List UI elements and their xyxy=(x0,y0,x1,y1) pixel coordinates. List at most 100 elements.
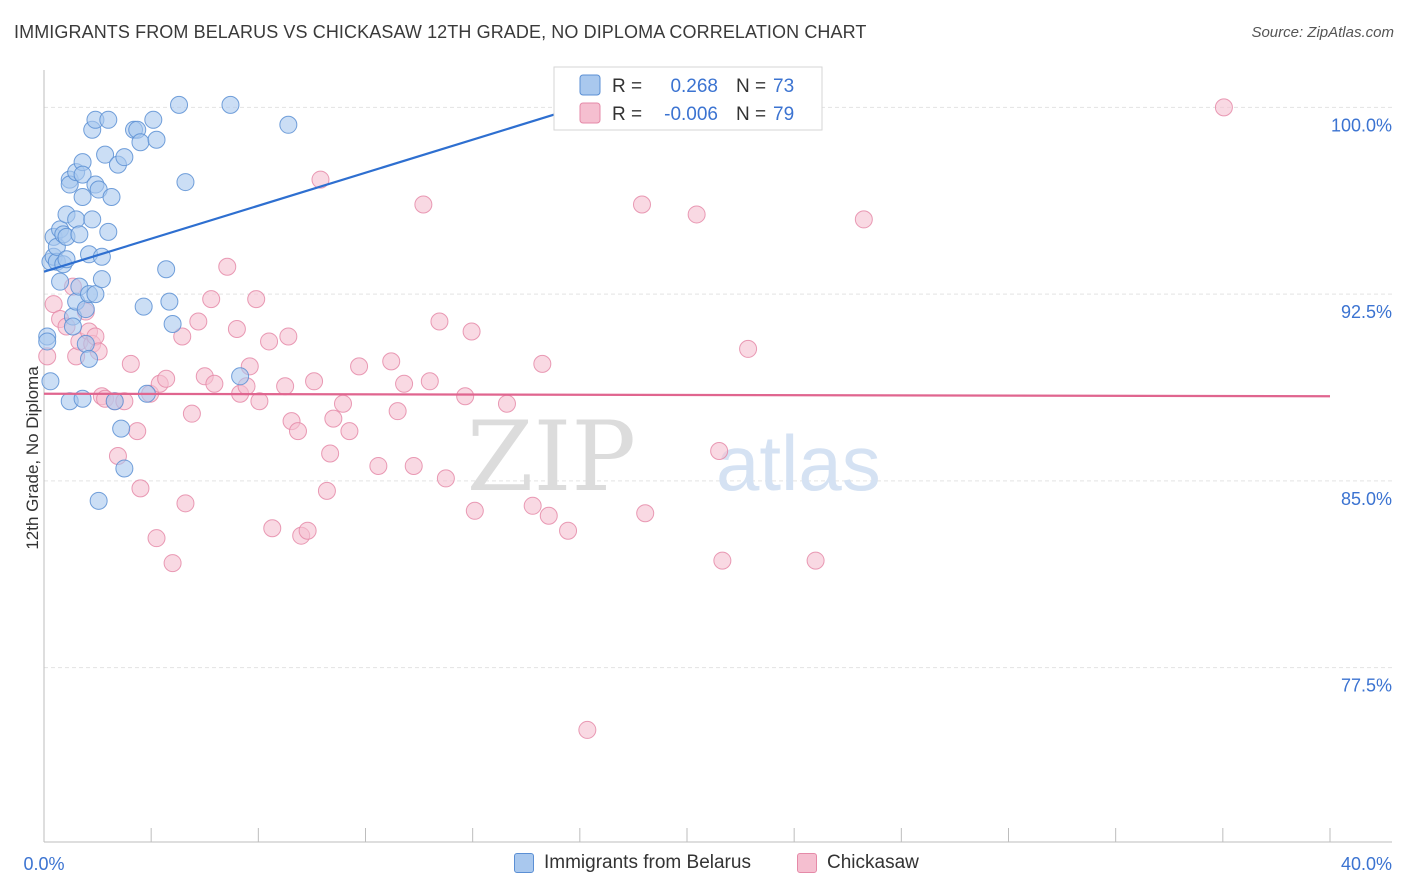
chickasaw-point xyxy=(263,519,282,538)
chickasaw-point xyxy=(44,295,63,314)
belarus-point xyxy=(70,225,89,244)
belarus-point xyxy=(99,110,118,129)
chickasaw-point xyxy=(250,392,269,411)
legend-swatch-belarus xyxy=(579,74,601,96)
chickasaw-point xyxy=(636,504,655,523)
x-tick-label-min: 0.0% xyxy=(23,854,64,874)
chickasaw-point xyxy=(420,372,439,391)
belarus-point xyxy=(89,491,108,510)
legend-r-label-chickasaw: R = xyxy=(612,104,642,125)
chickasaw-point xyxy=(247,290,266,309)
chickasaw-point xyxy=(388,402,407,421)
chickasaw-point xyxy=(189,312,208,331)
legend-n-value-chickasaw: 79 xyxy=(773,104,794,125)
legend-swatch-chickasaw xyxy=(797,853,817,873)
chickasaw-point xyxy=(279,327,298,346)
belarus-point xyxy=(92,270,111,289)
belarus-point xyxy=(157,260,176,279)
y-tick-label: 100.0% xyxy=(1331,115,1392,135)
belarus-point xyxy=(112,419,131,438)
chickasaw-point xyxy=(414,195,433,214)
belarus-point xyxy=(115,459,134,478)
legend-n-label-chickasaw: N = xyxy=(736,104,766,125)
belarus-point xyxy=(105,392,124,411)
belarus-point xyxy=(160,292,179,311)
chickasaw-point xyxy=(369,456,388,475)
chickasaw-point xyxy=(497,394,516,413)
source-label: Source: ZipAtlas.com xyxy=(1251,24,1394,41)
belarus-point xyxy=(99,222,118,241)
legend-swatch-belarus xyxy=(514,853,534,873)
chickasaw-point xyxy=(311,170,330,189)
chickasaw-point xyxy=(350,357,369,376)
belarus-point xyxy=(67,210,86,229)
trend-lines xyxy=(43,106,1331,398)
x-tick-label-max: 40.0% xyxy=(1341,854,1392,874)
chickasaw-point xyxy=(340,422,359,441)
chickasaw-point xyxy=(382,352,401,371)
belarus-point xyxy=(96,145,115,164)
chickasaw-point xyxy=(182,404,201,423)
belarus-point xyxy=(51,272,70,291)
chickasaw-point xyxy=(559,521,578,540)
belarus-point xyxy=(83,210,102,229)
chickasaw-point xyxy=(687,205,706,224)
belarus-point xyxy=(63,317,82,336)
belarus-point xyxy=(115,148,134,167)
y-axis-label: 12th Grade, No Diploma xyxy=(23,366,42,550)
chickasaw-point xyxy=(305,372,324,391)
belarus-point xyxy=(73,188,92,207)
chickasaw-point xyxy=(157,369,176,388)
belarus-point xyxy=(76,334,95,353)
belarus-point xyxy=(221,95,240,114)
chickasaw-point xyxy=(739,339,758,358)
y-tick-label: 77.5% xyxy=(1341,676,1392,696)
chickasaw-point xyxy=(632,195,651,214)
belarus-point xyxy=(76,300,95,319)
watermark-zip: ZIP xyxy=(467,401,636,513)
belarus-point xyxy=(170,95,189,114)
chickasaw-point xyxy=(806,551,825,570)
belarus-point xyxy=(134,297,153,316)
legend-r-label-belarus: R = xyxy=(612,76,642,97)
chickasaw-trend-line xyxy=(43,392,1331,398)
belarus-point xyxy=(279,115,298,134)
axes xyxy=(43,70,1392,843)
legend-item-chickasaw[interactable]: Chickasaw xyxy=(797,852,919,874)
y-tick-label: 92.5% xyxy=(1341,302,1392,322)
legend-label-belarus: Immigrants from Belarus xyxy=(544,852,751,873)
legend-swatch-chickasaw xyxy=(579,102,601,124)
belarus-trend-line xyxy=(43,106,579,273)
chart-title: IMMIGRANTS FROM BELARUS VS CHICKASAW 12T… xyxy=(14,22,867,42)
correlation-legend: R = 0.268 N = 73 R = -0.006 N = 79 xyxy=(553,66,823,131)
series-chickasaw-points xyxy=(38,98,1233,739)
belarus-point xyxy=(163,315,182,334)
belarus-point xyxy=(41,372,60,391)
chickasaw-point xyxy=(128,422,147,441)
chickasaw-point xyxy=(713,551,732,570)
belarus-point xyxy=(102,188,121,207)
legend-r-value-chickasaw: -0.006 xyxy=(664,104,718,125)
series-legend: Immigrants from Belarus Chickasaw xyxy=(0,852,1406,878)
chickasaw-point xyxy=(276,377,295,396)
chickasaw-point xyxy=(121,354,140,373)
chickasaw-point xyxy=(462,322,481,341)
belarus-point xyxy=(73,165,92,184)
chickasaw-point xyxy=(218,257,237,276)
chickasaw-point xyxy=(533,354,552,373)
chickasaw-point xyxy=(176,494,195,513)
legend-label-chickasaw: Chickasaw xyxy=(827,852,919,873)
legend-item-belarus[interactable]: Immigrants from Belarus xyxy=(514,852,751,874)
chickasaw-point xyxy=(260,332,279,351)
watermark: ZIP atlas xyxy=(467,401,881,513)
chickasaw-point xyxy=(298,521,317,540)
chickasaw-point xyxy=(539,506,558,525)
chickasaw-point xyxy=(395,374,414,393)
chickasaw-point xyxy=(288,422,307,441)
chickasaw-point xyxy=(333,394,352,413)
chickasaw-point xyxy=(317,481,336,500)
belarus-point xyxy=(80,349,99,368)
belarus-point xyxy=(231,367,250,386)
chickasaw-point xyxy=(173,327,192,346)
